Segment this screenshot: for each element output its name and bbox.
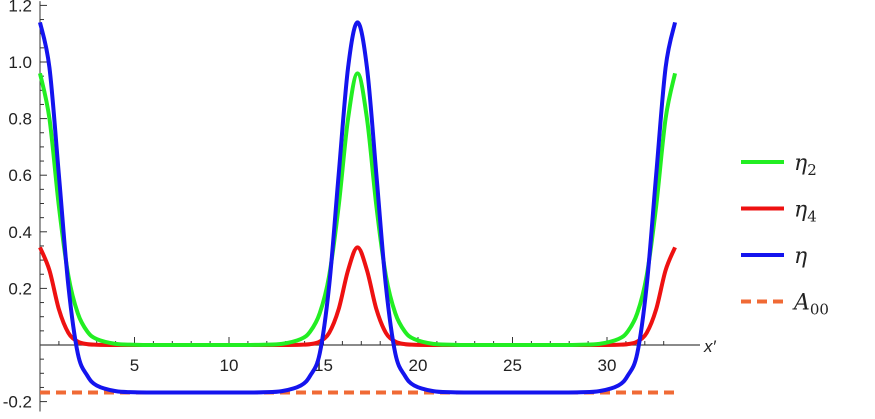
legend-label: η4	[794, 198, 817, 226]
legend-a00: A00	[741, 291, 829, 319]
x-tick-label: 30	[598, 356, 617, 375]
x-tick-label: 25	[503, 356, 522, 375]
x-axis-label: x′	[703, 337, 717, 356]
legend-eta: η	[741, 244, 807, 269]
x-tick-label: 10	[220, 356, 239, 375]
y-tick-label: 1.2	[8, 0, 32, 15]
legend-label: A00	[792, 291, 829, 319]
legend: η2 η4 η A00	[741, 151, 829, 319]
y-tick-label: 0.2	[8, 279, 32, 298]
legend-label: η2	[794, 151, 817, 179]
y-tick-label: 0.4	[8, 223, 32, 242]
axes: -0.20.20.40.60.81.01.25 10 15 20 25 30	[3, 0, 700, 412]
y-tick-label: -0.2	[3, 393, 32, 412]
legend-label: η	[794, 244, 807, 269]
curves	[38, 20, 677, 395]
legend-eta2: η2	[741, 151, 817, 179]
x-tick-label: 20	[409, 356, 428, 375]
y-tick-label: 0.8	[8, 110, 32, 129]
series-eta2-line	[38, 71, 677, 348]
legend-eta4: η4	[741, 198, 817, 226]
x-tick-label: 5	[130, 356, 139, 375]
y-tick-label: 1.0	[8, 53, 32, 72]
y-tick-label: 0.6	[8, 166, 32, 185]
series-eta-line	[38, 20, 677, 395]
series-eta4-line	[38, 245, 677, 348]
